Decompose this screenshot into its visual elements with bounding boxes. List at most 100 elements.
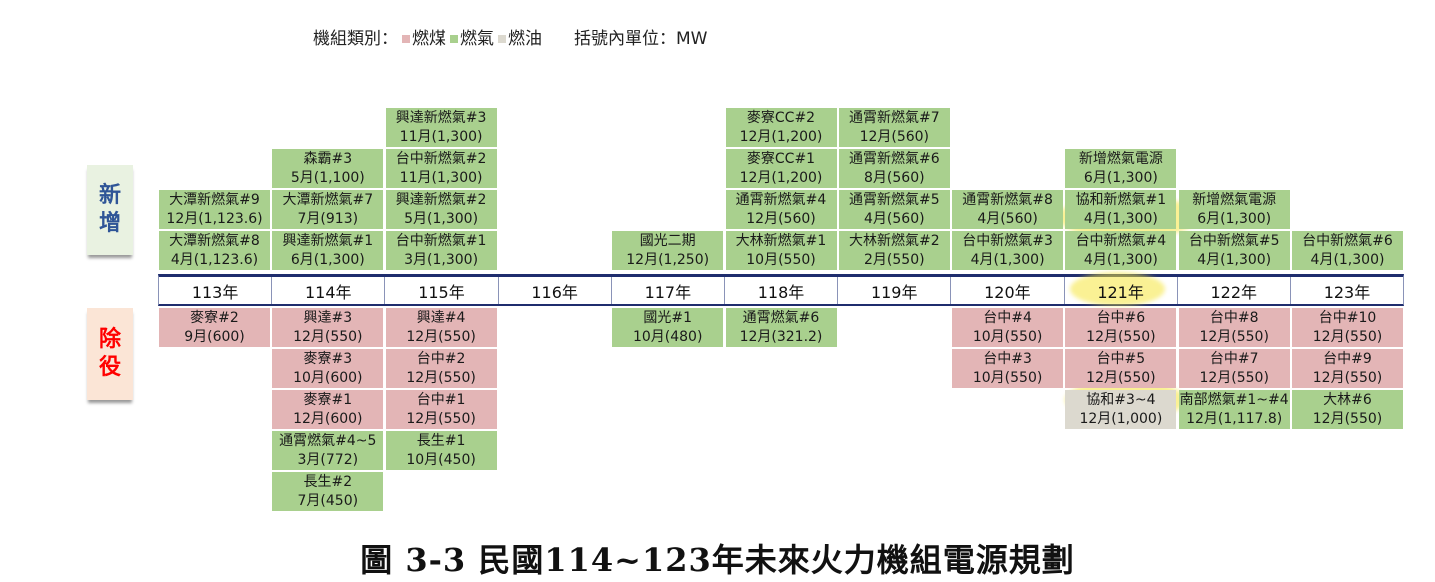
- unit-name: 台中新燃氣#5: [1188, 232, 1280, 249]
- unit-cell-gas: 南部燃氣#1~#4 12月(1,117.8): [1178, 390, 1290, 429]
- year-cell: 113年: [159, 277, 273, 304]
- unit-date-capacity: 4月(1,300): [970, 251, 1045, 268]
- unit-name: 麥寮CC#1: [746, 150, 816, 167]
- unit-date-capacity: 12月(550): [293, 328, 363, 345]
- highlight-mark: [1070, 272, 1165, 306]
- unit-name: 台中#9: [1323, 350, 1372, 367]
- unit-name: 通霄新燃氣#8: [962, 191, 1053, 208]
- unit-date-capacity: 12月(550): [1312, 369, 1383, 386]
- unit-date-capacity: 12月(550): [1199, 369, 1269, 386]
- unit-name: 台中#5: [1096, 350, 1146, 367]
- unit-date-capacity: 8月(560): [864, 169, 925, 186]
- unit-date-capacity: 12月(550): [1199, 328, 1269, 345]
- legend-item-oil: 燃油: [508, 29, 542, 49]
- unit-cell-coal: 台中#4 10月(550): [952, 308, 1064, 347]
- unit-cell-gas: 大林新燃氣#2 2月(550): [838, 231, 950, 270]
- side-label-char: 增: [98, 211, 121, 236]
- unit-date-capacity: 10月(550): [746, 251, 816, 268]
- unit-date-capacity: 10月(550): [972, 328, 1043, 345]
- unit-date-capacity: 5月(1,300): [404, 210, 479, 227]
- unit-date-capacity: 12月(1,250): [626, 251, 710, 268]
- unit-name: 台中#10: [1318, 309, 1377, 326]
- unit-cell-coal: 台中#2 12月(550): [385, 349, 497, 388]
- legend-swatch-oil: [498, 35, 506, 43]
- unit-name: 通霄燃氣#4~5: [279, 432, 377, 449]
- added-label: 新增: [87, 165, 133, 255]
- unit-cell-gas: 大林#6 12月(550): [1292, 390, 1403, 429]
- unit-date-capacity: 4月(1,300): [1083, 251, 1158, 268]
- unit-name: 森霸#3: [303, 150, 353, 167]
- unit-name: 通霄燃氣#6: [742, 309, 820, 326]
- unit-cell-gas: 大潭新燃氣#8 4月(1,123.6): [159, 231, 270, 270]
- unit-date-capacity: 11月(1,300): [399, 128, 483, 145]
- side-label-char: 除: [98, 327, 121, 352]
- unit-date-capacity: 12月(550): [1086, 369, 1156, 386]
- unit-cell-gas: 通霄新燃氣#8 4月(560): [952, 190, 1064, 229]
- unit-name: 台中#4: [983, 309, 1032, 326]
- legend-swatch-gas: [450, 35, 458, 43]
- unit-name: 大林新燃氣#1: [735, 232, 827, 249]
- unit-cell-gas: 國光二期 12月(1,250): [612, 231, 724, 270]
- unit-cell-gas: 台中新燃氣#5 4月(1,300): [1178, 231, 1290, 270]
- retired-label: 除役: [87, 308, 133, 400]
- unit-name: 國光二期: [639, 232, 696, 249]
- unit-name: 大潭新燃氣#9: [169, 191, 260, 208]
- unit-date-capacity: 12月(550): [406, 369, 476, 386]
- unit-name: 國光#1: [643, 309, 692, 326]
- unit-cell-coal: 台中#10 12月(550): [1292, 308, 1403, 347]
- unit-cell-coal: 麥寮#1 12月(600): [272, 390, 384, 429]
- unit-cell-gas: 麥寮CC#2 12月(1,200): [725, 108, 837, 147]
- unit-cell-gas: 通霄新燃氣#7 12月(560): [838, 108, 950, 147]
- unit-name: 新增燃氣電源: [1078, 150, 1163, 167]
- year-axis: 113年 114年 115年 116年 117年 118年 119年 120年 121年 122年…: [158, 274, 1404, 306]
- unit-date-capacity: 4月(1,300): [1083, 210, 1158, 227]
- unit-name: 新增燃氣電源: [1192, 191, 1277, 208]
- year-cell: 119年: [838, 277, 952, 304]
- unit-cell-coal: 麥寮#3 10月(600): [272, 349, 384, 388]
- unit-date-capacity: 12月(560): [859, 128, 930, 145]
- year-cell: 122年: [1178, 277, 1291, 304]
- unit-cell-gas: 大潭新燃氣#9 12月(1,123.6): [159, 190, 270, 229]
- unit-date-capacity: 6月(1,300): [1197, 210, 1272, 227]
- unit-date-capacity: 12月(550): [1312, 328, 1383, 345]
- unit-name: 大林#6: [1323, 391, 1372, 408]
- unit-cell-gas: 協和新燃氣#1 4月(1,300): [1065, 190, 1177, 229]
- unit-name: 興達新燃氣#3: [395, 109, 487, 126]
- unit-note: 括號內單位：MW: [574, 29, 708, 49]
- unit-cell-coal: 台中#9 12月(550): [1292, 349, 1403, 388]
- unit-cell-coal: 台中#3 10月(550): [952, 349, 1064, 388]
- unit-date-capacity: 2月(550): [864, 251, 925, 268]
- unit-name: 台中#1: [416, 391, 466, 408]
- unit-date-capacity: 4月(1,123.6): [170, 251, 259, 268]
- unit-date-capacity: 5月(1,100): [290, 169, 365, 186]
- unit-name: 興達新燃氣#1: [282, 232, 374, 249]
- unit-cell-gas: 通霄新燃氣#6 8月(560): [838, 149, 950, 188]
- figure-caption: 圖 3-3 民國114~123年未來火力機組電源規劃: [360, 541, 1075, 579]
- unit-name: 台中新燃氣#2: [395, 150, 487, 167]
- unit-date-capacity: 10月(600): [293, 369, 363, 386]
- unit-cell-gas: 台中新燃氣#2 11月(1,300): [385, 149, 497, 188]
- unit-cell-gas: 大潭新燃氣#7 7月(913): [272, 190, 384, 229]
- unit-date-capacity: 10月(550): [972, 369, 1043, 386]
- unit-cell-gas: 長生#1 10月(450): [385, 431, 497, 470]
- unit-name: 台中新燃氣#4: [1075, 232, 1167, 249]
- unit-date-capacity: 12月(560): [746, 210, 816, 227]
- unit-cell-gas: 興達新燃氣#3 11月(1,300): [385, 108, 497, 147]
- unit-cell-gas: 通霄燃氣#4~5 3月(772): [272, 431, 384, 470]
- unit-date-capacity: 4月(1,300): [1310, 251, 1385, 268]
- unit-cell-gas: 國光#1 10月(480): [612, 308, 724, 347]
- unit-name: 大潭新燃氣#8: [169, 232, 260, 249]
- unit-name: 台中新燃氣#1: [395, 232, 487, 249]
- unit-cell-gas: 麥寮CC#1 12月(1,200): [725, 149, 837, 188]
- unit-date-capacity: 4月(560): [864, 210, 925, 227]
- unit-cell-coal: 台中#6 12月(550): [1065, 308, 1177, 347]
- side-label-char: 新: [98, 183, 121, 208]
- unit-date-capacity: 12月(1,200): [739, 169, 823, 186]
- unit-date-capacity: 4月(560): [977, 210, 1038, 227]
- unit-cell-coal: 麥寮#2 9月(600): [159, 308, 270, 347]
- unit-cell-coal: 台中#7 12月(550): [1178, 349, 1290, 388]
- unit-date-capacity: 12月(1,200): [739, 128, 823, 145]
- unit-date-capacity: 12月(600): [293, 410, 363, 427]
- unit-name: 台中新燃氣#6: [1302, 232, 1393, 249]
- unit-date-capacity: 6月(1,300): [1083, 169, 1158, 186]
